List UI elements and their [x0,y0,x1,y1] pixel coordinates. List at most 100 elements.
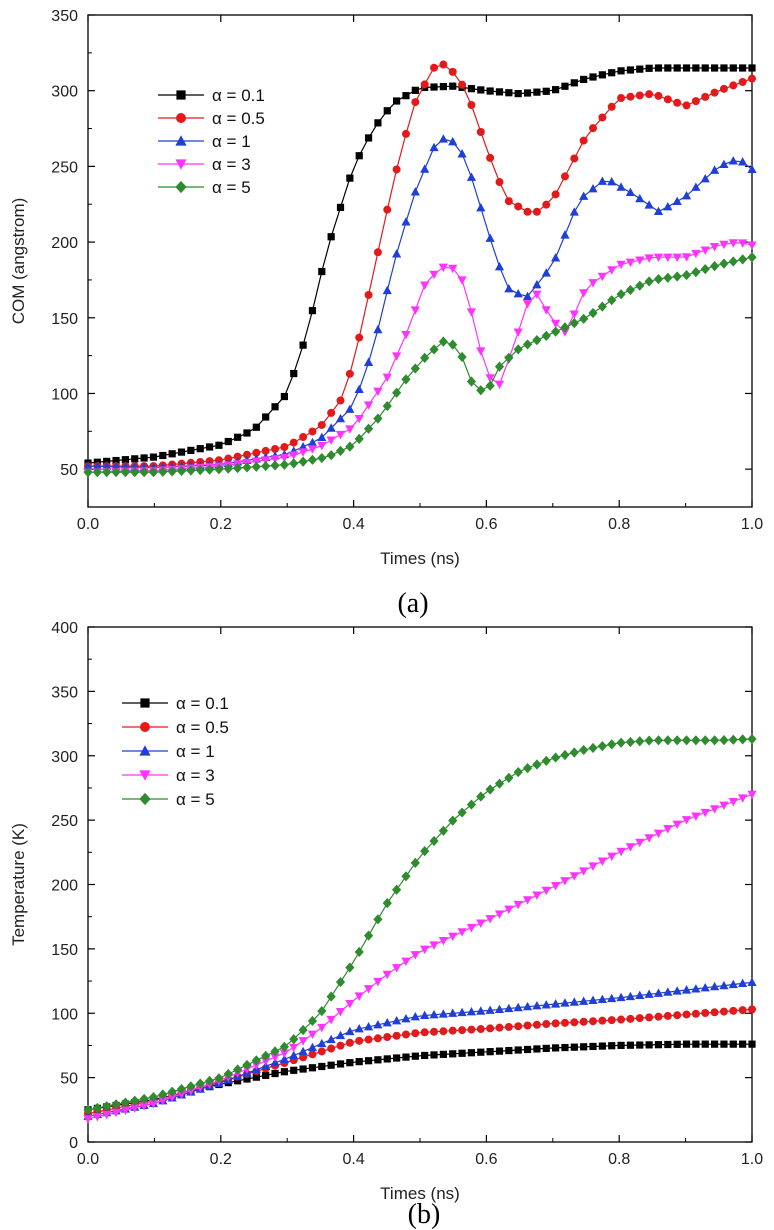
data-point [149,453,158,461]
data-point [317,1005,327,1017]
data-point [336,396,345,405]
data-point [476,1025,485,1034]
data-point [597,301,607,312]
data-point [402,92,410,100]
series-0 [84,1040,756,1114]
data-point [616,182,626,191]
data-point [195,464,205,476]
data-point [373,1034,382,1043]
data-point [625,736,636,748]
data-point [401,374,411,385]
data-point [411,98,420,107]
data-point [392,387,402,398]
data-point [728,979,738,989]
series-line [87,1043,752,1111]
data-point [158,466,168,477]
data-point [335,413,346,423]
data-point [653,273,664,285]
data-point [579,1017,588,1026]
data-point [448,815,458,826]
data-point [289,1033,299,1045]
data-point [681,735,692,746]
data-point [513,328,523,337]
data-point [719,1007,728,1016]
data-point [243,429,251,437]
data-point [522,1001,533,1011]
data-point [476,385,486,396]
data-point [120,1097,131,1108]
data-point [663,1011,672,1020]
data-point [569,872,579,881]
data-point [374,119,382,127]
data-point [664,1040,672,1049]
data-point [363,1021,374,1031]
legend-marker [175,180,187,194]
data-point [326,436,336,445]
data-point [552,86,560,94]
data-point [654,1012,663,1021]
data-point [700,173,710,183]
data-point [672,253,682,263]
data-point [205,443,214,451]
series-4 [83,252,757,478]
data-point [579,191,589,200]
data-point [102,461,112,471]
data-point [280,1068,288,1076]
data-point [457,1007,467,1017]
y-tick-label: 150 [51,942,78,959]
data-point [719,980,729,990]
data-point [363,423,374,434]
data-point [541,886,551,896]
data-point [485,374,495,383]
x-tick-label: 0.8 [608,516,630,533]
series-1 [84,60,756,471]
data-point [486,1048,494,1056]
data-point [719,801,729,811]
data-point [729,1006,738,1015]
data-point [728,156,738,165]
series-line [88,63,753,467]
data-point [326,1034,336,1044]
data-point [83,1104,93,1115]
data-point [608,1042,616,1050]
series-line [87,793,753,1120]
data-point [83,461,93,470]
data-point [728,256,738,267]
data-point [262,1071,270,1079]
data-point [307,445,318,454]
data-point [271,403,279,411]
y-tick-label: 0 [69,1135,78,1152]
data-point [421,1051,429,1060]
data-point [513,344,523,355]
data-point [346,1059,354,1067]
data-point [616,289,626,300]
data-point [616,992,626,1002]
data-point [336,1060,345,1068]
x-tick-label: 0.0 [77,516,99,533]
data-point [242,450,251,459]
data-point [532,759,542,770]
data-point [580,1043,588,1051]
data-point [383,1033,392,1042]
legend-label: α = 3 [176,766,215,785]
data-point [355,1036,364,1045]
data-point [589,1017,598,1026]
data-point [672,986,682,995]
data-point [635,280,645,291]
data-point [738,734,748,745]
data-point [710,1040,719,1048]
data-point [560,1018,569,1027]
y-tick-label: 200 [51,235,78,252]
data-point [691,249,701,259]
data-point [551,999,561,1008]
data-point [644,276,654,287]
data-point [420,945,430,955]
data-point [102,1101,112,1112]
data-point [280,392,288,401]
data-point [112,456,120,465]
data-point [326,1015,336,1025]
data-point [681,253,692,262]
data-point [251,461,261,472]
data-point [561,1043,569,1052]
